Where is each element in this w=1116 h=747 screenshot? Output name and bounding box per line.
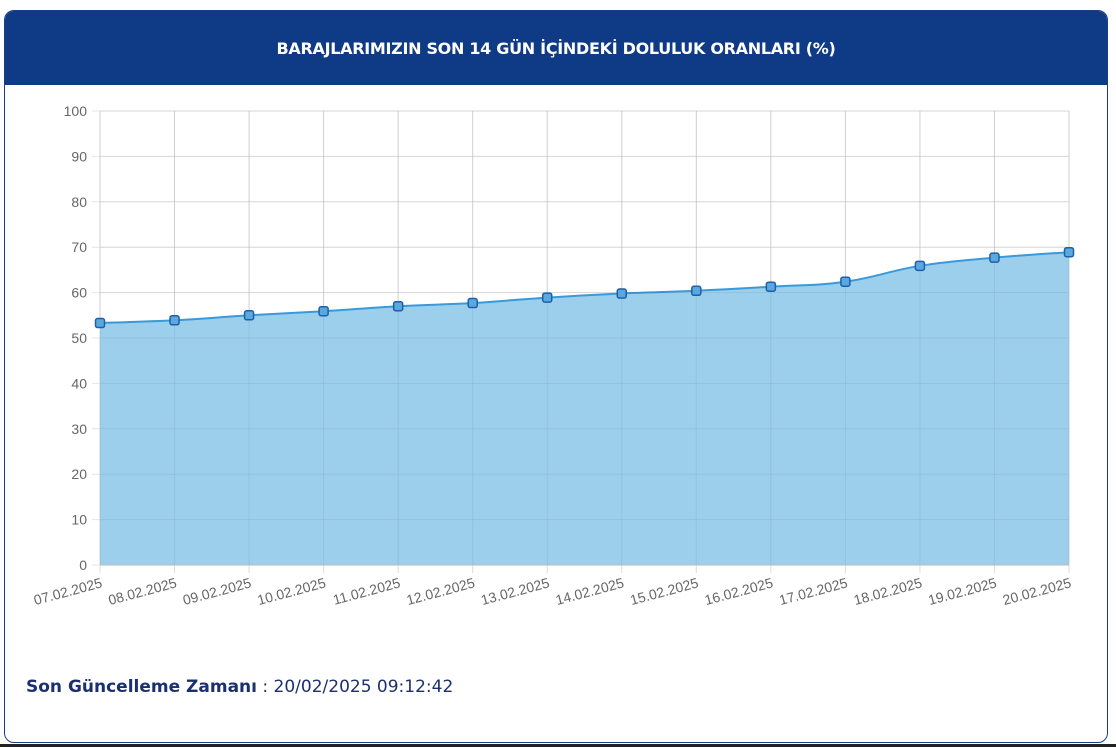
y-axis: 0 10 20 30 40 50 60 70 80 90 100 xyxy=(64,103,88,573)
x-axis: 07.02.2025 08.02.2025 09.02.2025 10.02.2025… xyxy=(32,574,1073,608)
y-tick-label: 90 xyxy=(71,148,87,164)
data-point xyxy=(691,285,702,297)
x-tick-label: 18.02.2025 xyxy=(852,574,924,608)
data-point xyxy=(243,310,255,321)
y-tick-label: 50 xyxy=(71,330,87,346)
last-update-label: Son Güncelleme Zamanı xyxy=(26,677,257,697)
data-point xyxy=(840,276,851,287)
y-tick-label: 60 xyxy=(71,285,87,301)
y-tick-label: 100 xyxy=(64,103,88,119)
x-tick-label: 17.02.2025 xyxy=(777,574,849,608)
x-tick-label: 20.02.2025 xyxy=(1001,574,1073,608)
y-tick-label: 20 xyxy=(71,466,87,482)
data-line xyxy=(99,251,1070,325)
bottom-divider xyxy=(0,744,1116,747)
y-tick-label: 70 xyxy=(71,239,87,255)
area-fill xyxy=(100,252,1069,565)
x-tick-label: 09.02.2025 xyxy=(181,574,253,608)
x-tick-label: 13.02.2025 xyxy=(479,574,551,608)
x-tick-label: 08.02.2025 xyxy=(106,574,178,608)
data-point xyxy=(1063,246,1075,258)
x-tick-label: 15.02.2025 xyxy=(628,574,700,608)
x-tick-label: 07.02.2025 xyxy=(32,574,104,608)
data-point xyxy=(541,292,553,303)
data-points xyxy=(94,110,1075,566)
data-point xyxy=(914,260,926,272)
y-tick-label: 80 xyxy=(71,194,87,210)
x-tick-label: 12.02.2025 xyxy=(405,574,477,608)
data-point xyxy=(318,305,329,317)
x-tick-label: 10.02.2025 xyxy=(256,574,328,608)
y-tick-label: 40 xyxy=(71,375,87,391)
data-point xyxy=(169,315,180,326)
last-update-value: 20/02/2025 09:12:42 xyxy=(273,677,454,697)
x-tick-label: 14.02.2025 xyxy=(554,574,626,608)
y-tick-label: 0 xyxy=(79,557,87,573)
last-update-separator: : xyxy=(256,677,274,697)
data-point xyxy=(989,252,1000,263)
y-tick-label: 30 xyxy=(71,421,87,437)
y-tick-label: 10 xyxy=(71,512,87,528)
data-point xyxy=(392,300,404,312)
data-point xyxy=(467,297,478,309)
x-tick-label: 19.02.2025 xyxy=(926,574,998,608)
data-point xyxy=(94,317,106,329)
x-tick-label: 11.02.2025 xyxy=(331,574,402,607)
x-tick-label: 16.02.2025 xyxy=(703,574,775,608)
chart-title: BARAJLARIMIZIN SON 14 GÜN İÇİNDEKİ DOLUL… xyxy=(276,38,836,58)
last-update: Son Güncelleme Zamanı : 20/02/2025 09:12… xyxy=(26,677,453,697)
data-point xyxy=(765,281,777,292)
data-point xyxy=(616,288,628,299)
chart-header: BARAJLARIMIZIN SON 14 GÜN İÇİNDEKİ DOLUL… xyxy=(5,11,1107,85)
